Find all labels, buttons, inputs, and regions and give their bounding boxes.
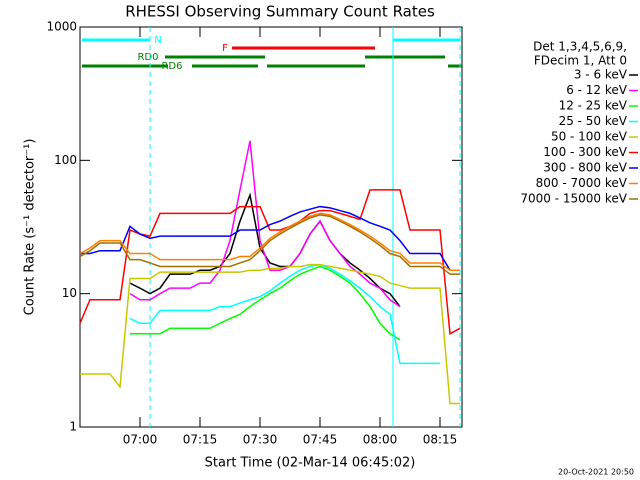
series-line bbox=[79, 212, 460, 271]
footer-timestamp: 20-Oct-2021 20:50 bbox=[558, 468, 634, 477]
series-line bbox=[80, 263, 460, 405]
legend-label: 25 - 50 keV bbox=[559, 114, 628, 128]
series-line bbox=[79, 214, 460, 275]
series-line bbox=[130, 265, 401, 341]
legend-label: 3 - 6 keV bbox=[574, 68, 628, 82]
x-axis-label: Start Time (02-Mar-14 06:45:02) bbox=[205, 456, 416, 471]
flag-label: RD6 bbox=[161, 61, 182, 72]
legend-label: 800 - 7000 keV bbox=[536, 176, 628, 190]
flag-label: RD0 bbox=[137, 52, 158, 63]
x-tick-label: 07:30 bbox=[243, 433, 278, 447]
legend-label: 50 - 100 keV bbox=[551, 130, 628, 144]
chart-title: RHESSI Observing Summary Count Rates bbox=[125, 3, 435, 21]
series-line bbox=[129, 192, 401, 308]
y-axis-label: Count Rate (s⁻¹ detector⁻¹) bbox=[23, 139, 38, 316]
x-tick-label: 07:00 bbox=[123, 433, 158, 447]
plot-frame bbox=[79, 26, 463, 428]
x-tick-label: 08:15 bbox=[423, 433, 458, 447]
flag-label: N bbox=[154, 35, 161, 46]
y-tick-label: 100 bbox=[54, 153, 77, 167]
series-line bbox=[80, 205, 460, 271]
series-line bbox=[129, 140, 401, 308]
legend-label: 6 - 12 keV bbox=[566, 83, 628, 97]
legend-label: 300 - 800 keV bbox=[543, 161, 627, 175]
legend-label: 100 - 300 keV bbox=[543, 145, 627, 159]
x-tick-label: 08:00 bbox=[363, 433, 398, 447]
y-tick-label: 1 bbox=[69, 420, 77, 434]
x-tick-label: 07:15 bbox=[183, 433, 218, 447]
y-tick-label: 10 bbox=[62, 286, 77, 300]
x-tick-label: 07:45 bbox=[303, 433, 338, 447]
legend-header: FDecim 1, Att 0 bbox=[534, 54, 627, 68]
flag-label: F bbox=[222, 43, 228, 54]
legend-header: Det 1,3,4,5,6,9, bbox=[533, 40, 627, 54]
series-line bbox=[129, 263, 440, 365]
legend-label: 12 - 25 keV bbox=[559, 99, 628, 113]
legend-label: 7000 - 15000 keV bbox=[520, 192, 627, 206]
y-tick-label: 1000 bbox=[46, 20, 77, 34]
